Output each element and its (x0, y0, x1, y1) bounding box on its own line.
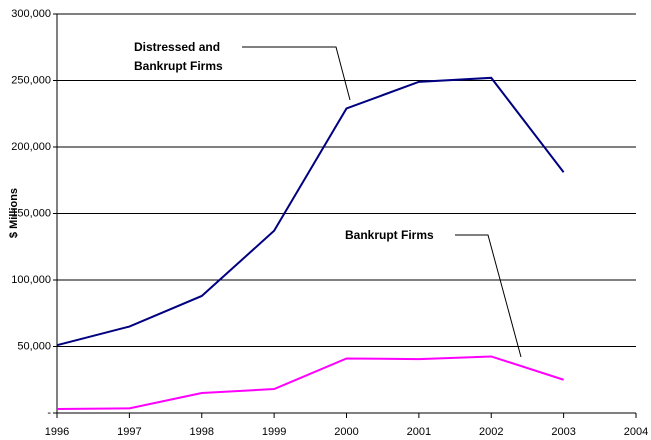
series-annotation: Bankrupt Firms (345, 228, 434, 242)
x-tick-label: 1997 (117, 426, 141, 438)
leader-line (242, 46, 351, 101)
x-tick-label: 2001 (407, 426, 431, 438)
x-tick-label: 2004 (624, 426, 648, 438)
x-tick-label: 2002 (479, 426, 503, 438)
x-tick-label: 2000 (334, 426, 358, 438)
series-line (56, 76, 565, 347)
y-tick-label: 100,000 (11, 274, 51, 286)
y-tick-label: 300,000 (11, 8, 51, 20)
y-tick-label: - (47, 407, 51, 419)
series-line (56, 355, 564, 411)
x-tick-label: 1998 (190, 426, 214, 438)
y-tick-label: 50,000 (17, 340, 51, 352)
leader-line (455, 234, 522, 358)
y-tick-label: 200,000 (11, 141, 51, 153)
y-tick-label: 250,000 (11, 74, 51, 86)
y-axis-label: $ Millions (8, 188, 20, 238)
x-tick-label: 2003 (551, 426, 575, 438)
x-tick-label: 1996 (45, 426, 69, 438)
x-tick-label: 1999 (262, 426, 286, 438)
series-annotation: Distressed and Bankrupt Firms (134, 40, 223, 73)
y-tick-label: 150,000 (11, 207, 51, 219)
